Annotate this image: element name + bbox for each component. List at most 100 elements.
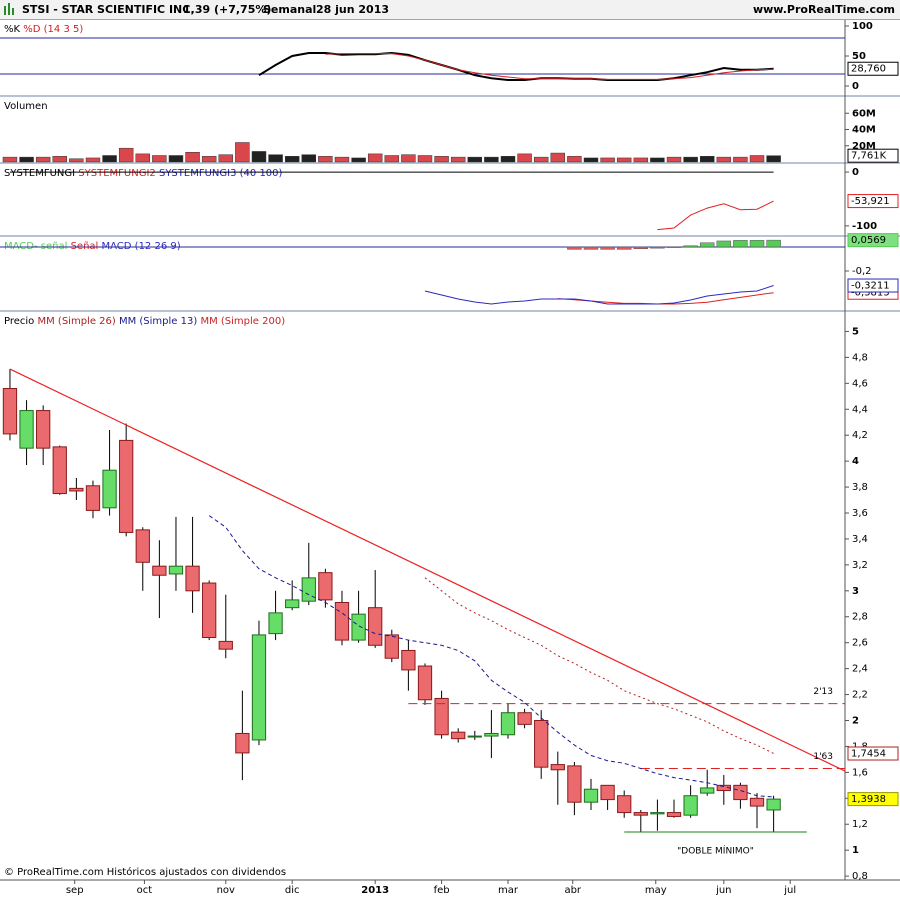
candle-body — [766, 798, 781, 811]
series-line — [657, 200, 774, 231]
candle-body — [683, 795, 698, 816]
y-tick-label: 2,2 — [852, 690, 868, 701]
candle-body — [334, 601, 350, 641]
volume-bar — [650, 157, 665, 163]
y-tick-label: 0 — [852, 167, 859, 178]
separator — [0, 19, 900, 20]
candle-body — [583, 788, 599, 803]
candle-body — [700, 787, 715, 794]
x-tick-label: oct — [137, 885, 153, 896]
x-tick-label: mar — [498, 885, 519, 896]
histogram-bar — [733, 240, 748, 248]
series-line — [424, 285, 774, 305]
x-tick-label: may — [645, 885, 667, 896]
volume-bar — [666, 156, 682, 163]
y-tick-label: 60M — [852, 108, 876, 119]
candle-body — [318, 572, 333, 601]
candle-body — [85, 485, 101, 511]
separator — [0, 95, 900, 97]
candle-body — [451, 731, 466, 740]
candle-body — [733, 784, 748, 801]
candle-body — [617, 795, 632, 814]
candle-body — [401, 649, 416, 671]
histogram-bar — [650, 246, 665, 249]
volume-bar — [85, 157, 101, 163]
series-line — [325, 53, 774, 80]
y-tick-label: 3,4 — [852, 534, 868, 545]
y-tick-label: 50 — [852, 51, 866, 62]
candle-body — [666, 812, 682, 817]
legend-entry: MM (Simple 26) — [37, 316, 115, 327]
candle-body — [2, 388, 18, 435]
panel-legend: Precio MM (Simple 26) MM (Simple 13) MM … — [4, 316, 285, 327]
y-tick-label: 20M — [852, 141, 876, 152]
y-tick-label: 3,6 — [852, 508, 868, 519]
legend-params: (14 3 5) — [44, 24, 84, 35]
candle-body — [368, 607, 383, 646]
volume-bar — [351, 157, 366, 163]
y-tick-label: 4,2 — [852, 430, 868, 441]
candle-body — [301, 577, 316, 602]
candle-body — [600, 784, 615, 801]
x-tick-label: feb — [434, 885, 450, 896]
candle-body — [500, 712, 516, 736]
volume-bar — [301, 154, 317, 163]
candle-body — [484, 732, 499, 737]
volume-bar — [583, 157, 599, 163]
legend-entry: MM (Simple 13) — [119, 316, 197, 327]
volume-bar — [235, 142, 250, 163]
panel-legend: %K %D (14 3 5) — [4, 24, 83, 35]
panel-legend: Volumen — [4, 101, 48, 112]
y-tick-label: 4,8 — [852, 352, 868, 363]
volume-bar — [168, 155, 184, 163]
volume-bar — [268, 154, 283, 163]
volume-bar — [533, 156, 549, 163]
value-box — [847, 148, 899, 163]
footer: © ProRealTime.com Históricos ajustados c… — [4, 866, 286, 878]
separator — [0, 310, 900, 312]
legend-entry: MM (Simple 200) — [200, 316, 285, 327]
value-label: 28,760 — [851, 64, 886, 75]
annotation-label: 1'63 — [813, 752, 833, 762]
candle-body — [434, 697, 449, 736]
volume-bar — [218, 154, 233, 163]
x-tick-label: 2013 — [361, 885, 389, 896]
volume-bar — [434, 156, 449, 163]
value-label: -53,921 — [851, 196, 890, 207]
separator — [0, 162, 900, 164]
volume-bar — [550, 152, 566, 163]
series-line — [258, 51, 774, 81]
panel-title: Precio — [4, 316, 34, 327]
histogram-bar — [683, 245, 698, 248]
value-label: 0,0569 — [851, 235, 886, 246]
value-label: -0,3813 — [851, 288, 890, 299]
series-line — [424, 577, 774, 754]
volume-bar — [716, 156, 732, 163]
x-tick-label: jul — [783, 885, 796, 896]
y-tick-label: 100 — [852, 21, 873, 32]
y-tick-label: 2,4 — [852, 664, 868, 675]
volume-bar — [69, 158, 84, 163]
candle-body — [52, 446, 67, 495]
volume-bar — [118, 147, 134, 163]
volume-bar — [318, 156, 333, 163]
candle-body — [285, 599, 300, 609]
volume-bar — [417, 155, 433, 163]
candle-body — [251, 634, 267, 741]
candle-body — [19, 410, 34, 449]
candle-body — [633, 812, 648, 816]
legend-entry: %K — [4, 24, 21, 35]
candle-body — [351, 613, 366, 641]
volume-bar — [733, 156, 748, 163]
volume-bar — [384, 155, 400, 163]
y-tick-label: 3,2 — [852, 560, 868, 571]
logo — [4, 3, 14, 15]
candle-body — [417, 665, 433, 701]
y-tick-label: 3 — [852, 586, 859, 597]
volume-bar — [2, 156, 18, 163]
candle-body — [235, 732, 250, 754]
candle-body — [36, 410, 51, 449]
x-tick-label: dic — [285, 885, 300, 896]
